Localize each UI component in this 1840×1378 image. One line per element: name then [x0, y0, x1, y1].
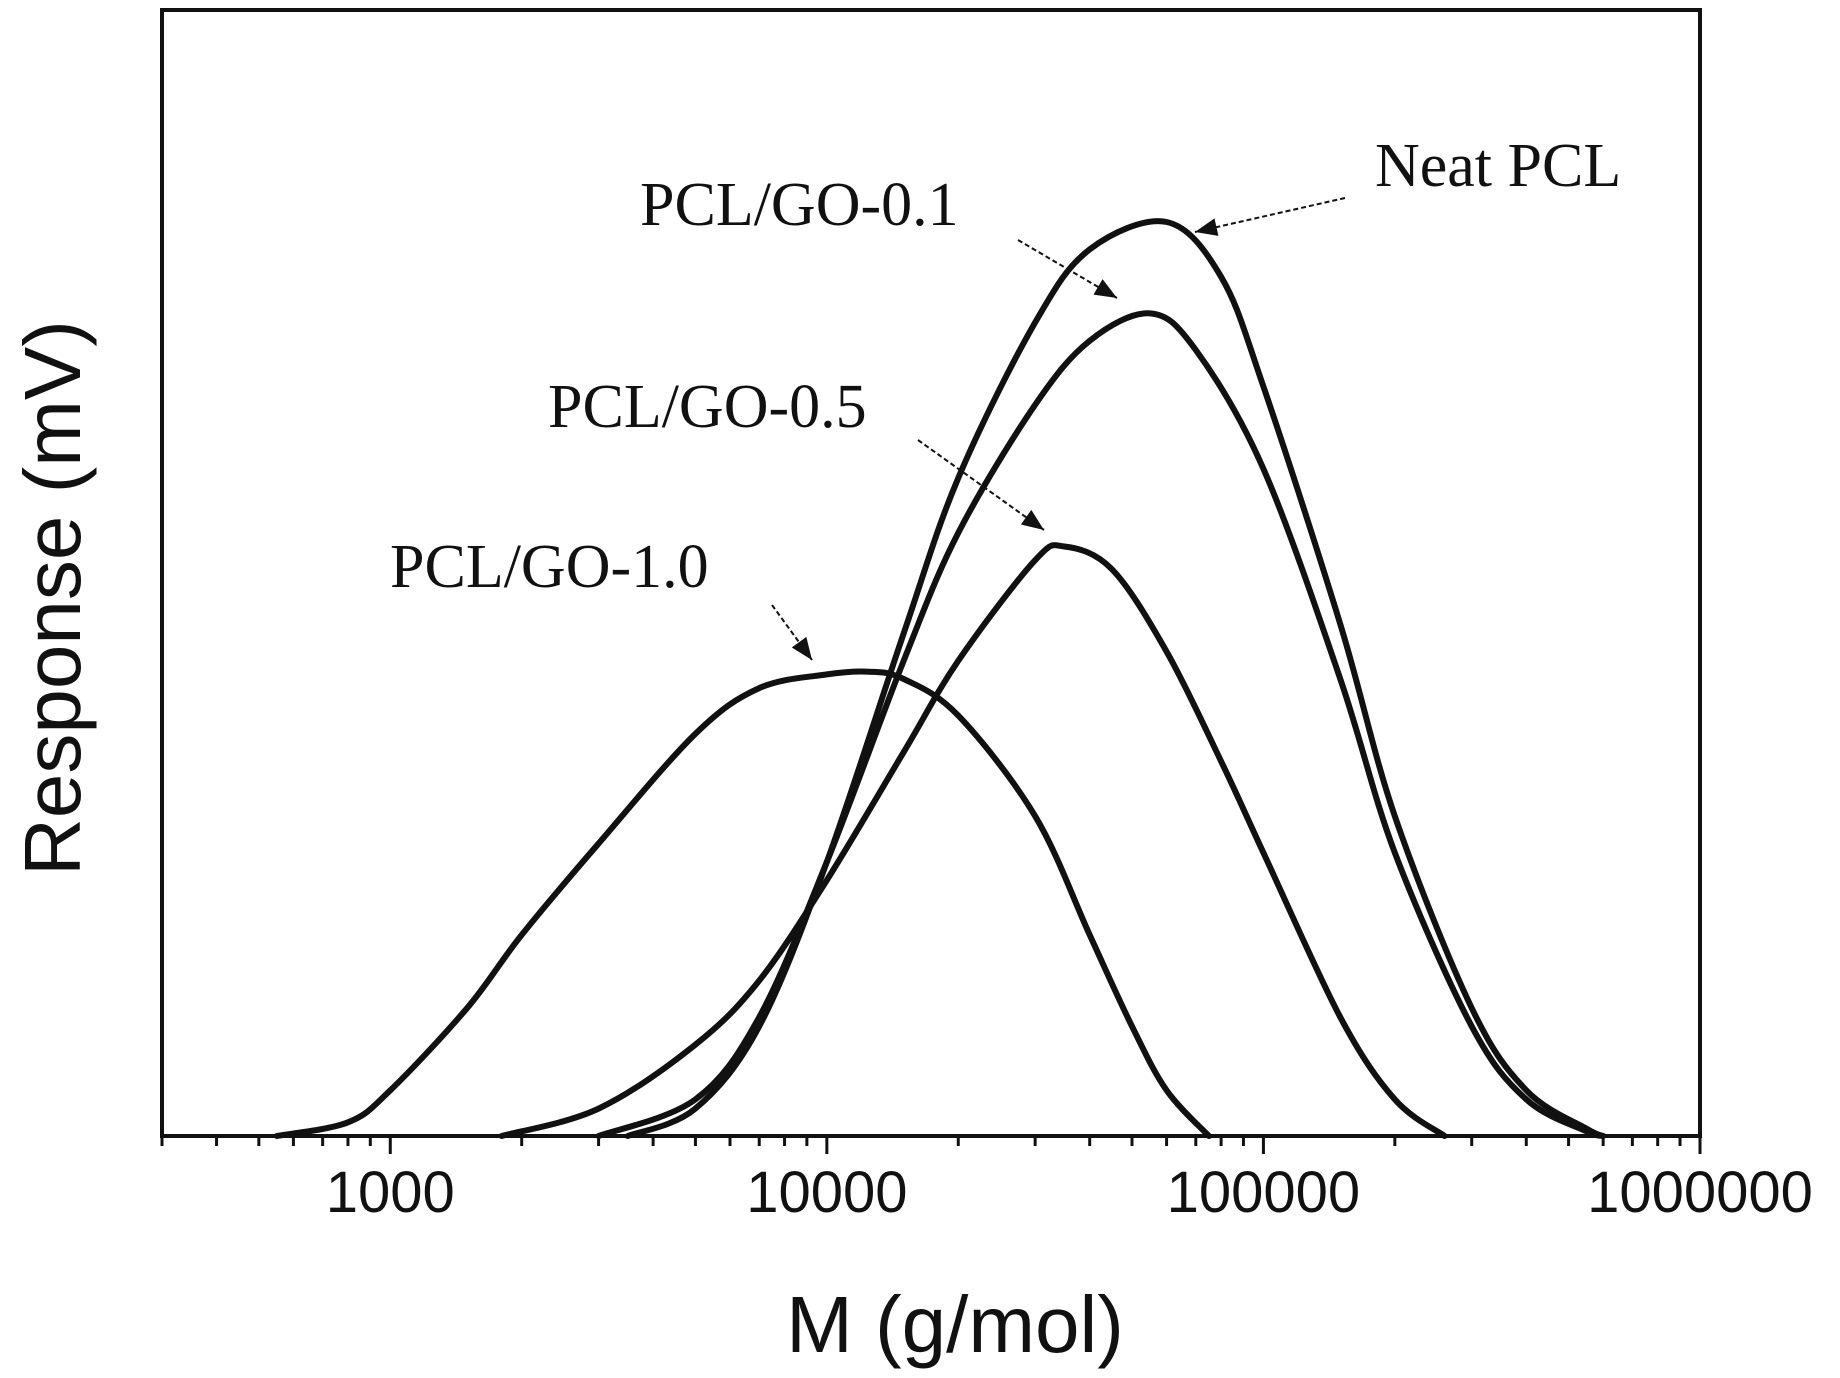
x-tick-label: 1000000 — [1587, 1160, 1813, 1225]
x-tick-label: 1000 — [326, 1160, 455, 1225]
series-line-pcl-go-1-0 — [273, 668, 1212, 1139]
x-axis-tick-labels: 1000 10000 100000 1000000 — [326, 1160, 1813, 1225]
annotations: Neat PCL PCL/GO-0.1 PCL/GO-0.5 PCL/GO-1.0 — [390, 132, 1621, 661]
annotation-arrowhead-pcl-go-0-1 — [1093, 279, 1117, 298]
x-axis-ticks — [160, 1136, 1702, 1154]
plot-frame — [160, 8, 1702, 1138]
annotation-arrow-neat-pcl — [1194, 197, 1346, 233]
series-line-pcl-go-0-5 — [498, 542, 1448, 1139]
annotation-label-pcl-go-1-0: PCL/GO-1.0 — [390, 533, 709, 601]
x-axis-title: M (g/mol) — [786, 1280, 1124, 1369]
annotation-arrow-pcl-go-0-5 — [917, 439, 1045, 531]
y-axis-title: Response (mV) — [8, 320, 97, 876]
annotation-arrowhead-pcl-go-0-5 — [1020, 509, 1044, 530]
annotation-arrowhead-pcl-go-1-0 — [791, 636, 812, 660]
series-curves — [273, 218, 1607, 1139]
annotation-arrow-pcl-go-0-1 — [1017, 239, 1118, 299]
x-tick-label: 100000 — [1167, 1160, 1361, 1225]
annotation-label-pcl-go-0-5: PCL/GO-0.5 — [548, 373, 867, 441]
annotation-arrowhead-neat-pcl — [1195, 218, 1219, 236]
x-tick-label: 10000 — [746, 1160, 907, 1225]
annotation-label-pcl-go-0-1: PCL/GO-0.1 — [640, 171, 959, 239]
annotation-label-neat-pcl: Neat PCL — [1375, 132, 1621, 200]
